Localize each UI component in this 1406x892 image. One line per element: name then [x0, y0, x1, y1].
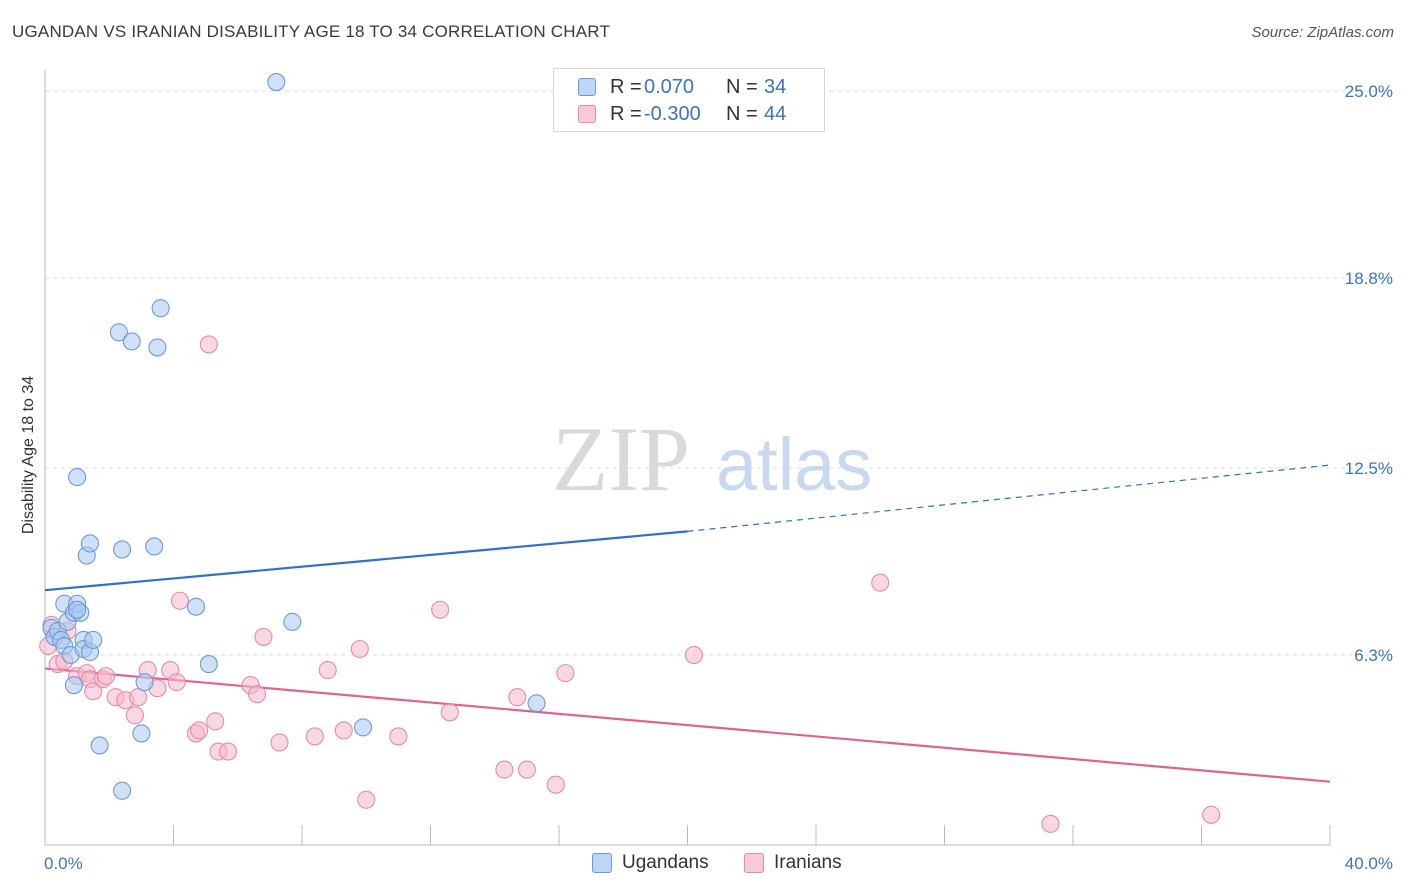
legend-item-ugandans[interactable]: Ugandans	[592, 852, 709, 874]
ugandan-point	[145, 537, 164, 556]
n-label: N =	[726, 102, 758, 125]
r-label: R =	[610, 102, 642, 125]
iranian-point	[199, 335, 218, 354]
x-tick-label-max: 40.0%	[1345, 854, 1393, 873]
ugandan-point	[199, 655, 218, 674]
iranians-trend-line	[44, 667, 1331, 783]
r-label: R =	[610, 75, 642, 98]
iranian-point	[495, 760, 514, 779]
iranian-point	[389, 727, 408, 746]
ugandan-point	[132, 724, 151, 743]
iranian-point	[270, 733, 289, 752]
iranian-point	[431, 600, 450, 619]
iranian-point	[334, 721, 353, 740]
iranian-point	[254, 627, 273, 646]
n-value: 44	[764, 102, 787, 125]
ugandan-point	[283, 612, 302, 631]
trend-lines	[44, 464, 1331, 783]
source-label: Source: ZipAtlas.com	[1251, 24, 1394, 41]
r-value: 0.070	[644, 75, 695, 98]
legend-row-iranians: R = -0.300 N = 44	[578, 102, 786, 126]
iranian-point	[440, 703, 459, 722]
iranian-point	[84, 682, 103, 701]
x-tick-labels: 0.0% 40.0%	[44, 854, 1393, 873]
iranian-point	[546, 775, 565, 794]
ugandan-point	[353, 718, 373, 737]
ugandan-point	[113, 540, 132, 559]
iranian-point	[129, 688, 148, 707]
iranian-point	[96, 667, 116, 686]
grid-lines	[45, 90, 1390, 656]
iranian-point	[871, 573, 890, 592]
ugandan-point	[148, 338, 167, 357]
y-tick-label: 12.5%	[1345, 459, 1393, 478]
iranian-point	[305, 727, 324, 746]
ugandan-point	[84, 630, 103, 649]
iranians-legend-label: Iranians	[774, 852, 842, 873]
axes	[44, 70, 1331, 846]
ugandan-point	[90, 736, 109, 755]
ugandan-point	[109, 323, 128, 342]
ugandan-point	[113, 781, 132, 800]
ugandan-point	[151, 299, 170, 318]
iranians-legend-swatch	[744, 853, 764, 873]
ugandan-point	[64, 676, 83, 695]
x-tick-label-min: 0.0%	[44, 854, 83, 873]
iranian-point	[167, 673, 186, 692]
iranian-point	[508, 688, 527, 707]
iranians-swatch	[578, 105, 596, 123]
series-legend: Ugandans Iranians	[0, 852, 1406, 878]
iranian-point	[247, 685, 267, 704]
y-tick-labels: 6.3% 12.5% 18.8% 25.0%	[1345, 82, 1393, 665]
r-value: -0.300	[644, 102, 701, 125]
ugandan-point	[68, 600, 87, 619]
ugandans-legend-swatch	[592, 853, 612, 873]
iranian-point	[170, 591, 189, 610]
iranian-point	[556, 664, 575, 683]
iranian-point	[1202, 805, 1221, 824]
ugandans-trend-extension	[687, 464, 1331, 532]
n-label: N =	[726, 75, 758, 98]
ugandan-point	[68, 468, 87, 487]
watermark: ZIP atlas	[552, 408, 872, 510]
watermark-zip: ZIP	[552, 408, 690, 510]
iranian-point	[219, 742, 238, 761]
legend-row-ugandans: R = 0.070 N = 34	[578, 75, 786, 99]
chart-title: UGANDAN VS IRANIAN DISABILITY AGE 18 TO …	[12, 22, 611, 41]
ugandans-trend-line	[44, 530, 688, 592]
iranian-point	[517, 760, 536, 779]
iranian-point	[318, 661, 337, 680]
iranian-point	[190, 721, 209, 740]
ugandans-swatch	[578, 78, 596, 96]
ugandan-point	[122, 332, 141, 351]
ugandans-legend-label: Ugandans	[622, 852, 709, 873]
watermark-atlas: atlas	[716, 423, 872, 506]
ugandan-point	[135, 673, 154, 692]
n-value: 34	[764, 75, 787, 98]
iranian-point	[350, 639, 369, 659]
legend-item-iranians[interactable]: Iranians	[744, 852, 842, 874]
y-tick-label: 18.8%	[1345, 269, 1393, 288]
y-tick-label: 6.3%	[1354, 646, 1393, 665]
iranian-point	[684, 645, 703, 665]
data-points	[39, 73, 1221, 833]
iranian-point	[1041, 814, 1060, 833]
iranian-point	[357, 790, 376, 809]
y-tick-label: 25.0%	[1345, 82, 1393, 101]
ugandan-point	[186, 597, 206, 616]
iranian-point	[206, 712, 225, 731]
ugandan-point	[80, 534, 100, 553]
iranian-point	[125, 706, 144, 725]
ugandan-point	[527, 694, 546, 713]
ugandan-point	[267, 73, 286, 92]
correlation-legend: R = 0.070 N = 34 R = -0.300 N = 44	[553, 68, 825, 132]
